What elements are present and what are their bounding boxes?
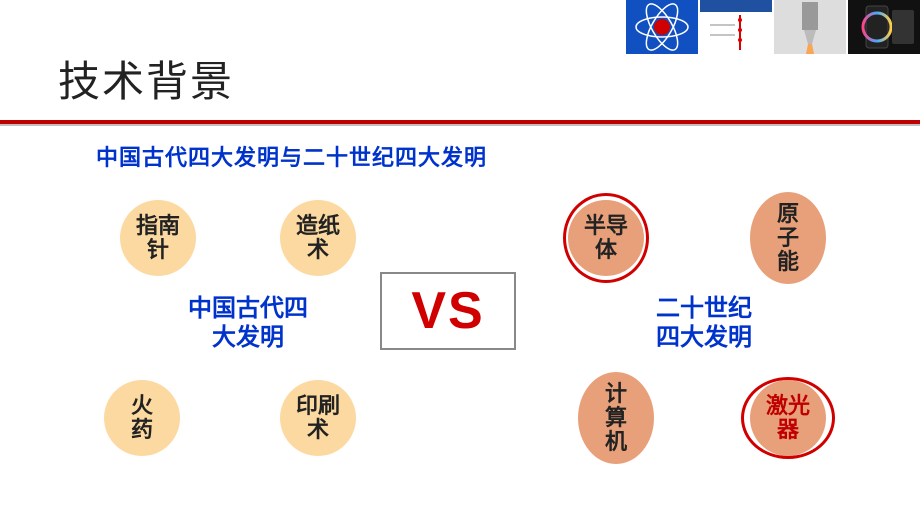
invention-circle: 半导体 bbox=[568, 200, 644, 276]
invention-circle: 激光器 bbox=[750, 380, 826, 456]
invention-circle: 计算机 bbox=[578, 372, 654, 464]
thumb-atom bbox=[626, 0, 698, 54]
invention-circle: 火药 bbox=[104, 380, 180, 456]
vs-box: VS bbox=[380, 272, 516, 350]
page-title: 技术背景 bbox=[58, 48, 234, 109]
thumb-laser bbox=[774, 0, 846, 54]
invention-circle: 原子能 bbox=[750, 192, 826, 284]
right-group-label: 二十世纪四大发明 bbox=[604, 295, 804, 353]
left-group-label: 中国古代四大发明 bbox=[148, 295, 348, 353]
header-thumbnails bbox=[626, 0, 920, 54]
thumb-diagram bbox=[700, 0, 772, 54]
vs-text: VS bbox=[411, 281, 484, 341]
invention-circle: 造纸术 bbox=[280, 200, 356, 276]
invention-circle: 指南针 bbox=[120, 200, 196, 276]
subtitle: 中国古代四大发明与二十世纪四大发明 bbox=[96, 140, 487, 172]
invention-circle: 印刷术 bbox=[280, 380, 356, 456]
divider-gray bbox=[0, 124, 920, 126]
thumb-phone bbox=[848, 0, 920, 54]
